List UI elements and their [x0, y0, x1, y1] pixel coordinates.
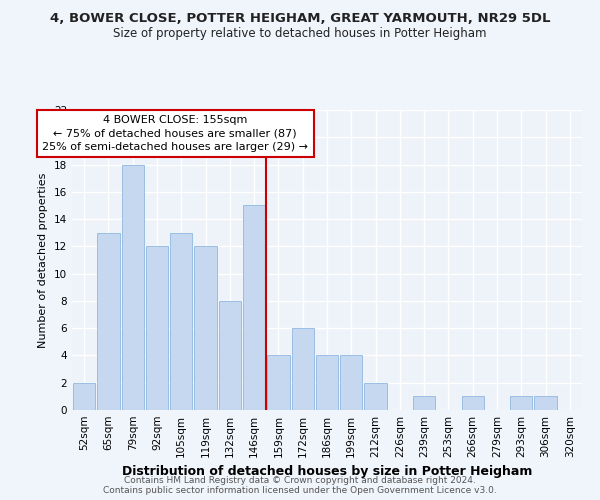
Bar — [194, 246, 217, 410]
Bar — [146, 246, 168, 410]
Bar — [340, 356, 362, 410]
Bar — [218, 301, 241, 410]
X-axis label: Distribution of detached houses by size in Potter Heigham: Distribution of detached houses by size … — [122, 466, 532, 478]
Text: 4 BOWER CLOSE: 155sqm
← 75% of detached houses are smaller (87)
25% of semi-deta: 4 BOWER CLOSE: 155sqm ← 75% of detached … — [42, 116, 308, 152]
Bar — [243, 206, 265, 410]
Text: Size of property relative to detached houses in Potter Heigham: Size of property relative to detached ho… — [113, 28, 487, 40]
Y-axis label: Number of detached properties: Number of detached properties — [38, 172, 49, 348]
Bar — [267, 356, 290, 410]
Text: 4, BOWER CLOSE, POTTER HEIGHAM, GREAT YARMOUTH, NR29 5DL: 4, BOWER CLOSE, POTTER HEIGHAM, GREAT YA… — [50, 12, 550, 26]
Bar — [122, 164, 144, 410]
Bar — [316, 356, 338, 410]
Text: Contains HM Land Registry data © Crown copyright and database right 2024.
Contai: Contains HM Land Registry data © Crown c… — [103, 476, 497, 495]
Bar — [510, 396, 532, 410]
Bar — [461, 396, 484, 410]
Bar — [73, 382, 95, 410]
Bar — [292, 328, 314, 410]
Bar — [170, 232, 193, 410]
Bar — [413, 396, 436, 410]
Bar — [364, 382, 387, 410]
Bar — [535, 396, 557, 410]
Bar — [97, 232, 119, 410]
